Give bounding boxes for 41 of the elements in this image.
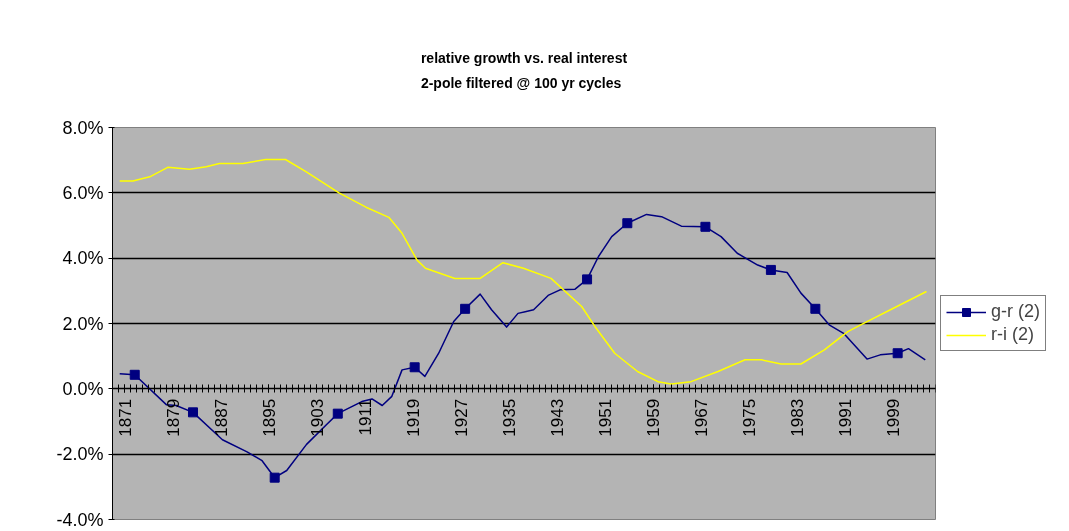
point [409,362,420,373]
x-tick-label: 1999 [884,398,904,437]
y-tick-label: 4.0% [62,248,104,269]
point [332,408,343,419]
point [622,218,633,229]
x-tick-label: 1911 [355,398,375,436]
chart-title: relative growth vs. real interest [420,49,628,66]
x-tick-label: 1935 [499,398,519,437]
x-tick-label: 1871 [115,398,135,437]
point [582,274,593,285]
point [129,369,140,380]
point [188,407,198,418]
x-tick-label: 1919 [403,398,423,437]
point [892,348,903,359]
x-tick-label: 1991 [836,398,856,437]
y-tick-label: -4.0% [56,509,104,530]
point [700,221,711,232]
legend-label: r-i (2) [991,324,1034,345]
x-tick-label: 1951 [596,398,616,437]
point [269,472,280,483]
x-tick-label: 1887 [211,398,231,437]
x-tick-label: 1927 [451,398,471,437]
x-tick-label: 1903 [307,398,327,437]
y-tick-label: 8.0% [62,117,104,138]
y-tick-label: 0.0% [62,378,104,399]
legend-label: g-r (2) [991,301,1040,322]
y-tick-label: 2.0% [62,313,104,334]
chart-subtitle: 2-pole filtered @ 100 yr cycles [420,75,622,92]
point [460,303,471,314]
y-tick-label: 6.0% [62,182,104,203]
x-tick-label: 1879 [163,398,183,437]
point [810,303,821,314]
x-tick-label: 1967 [692,398,712,437]
x-tick-label: 1975 [740,398,760,437]
point [765,264,776,275]
x-tick-label: 1943 [548,398,568,437]
x-tick-label: 1895 [259,398,279,437]
line-series [118,158,928,385]
x-tick-label: 1959 [644,398,664,437]
y-tick-label: -2.0% [56,444,104,465]
x-tick-label: 1983 [788,398,808,437]
